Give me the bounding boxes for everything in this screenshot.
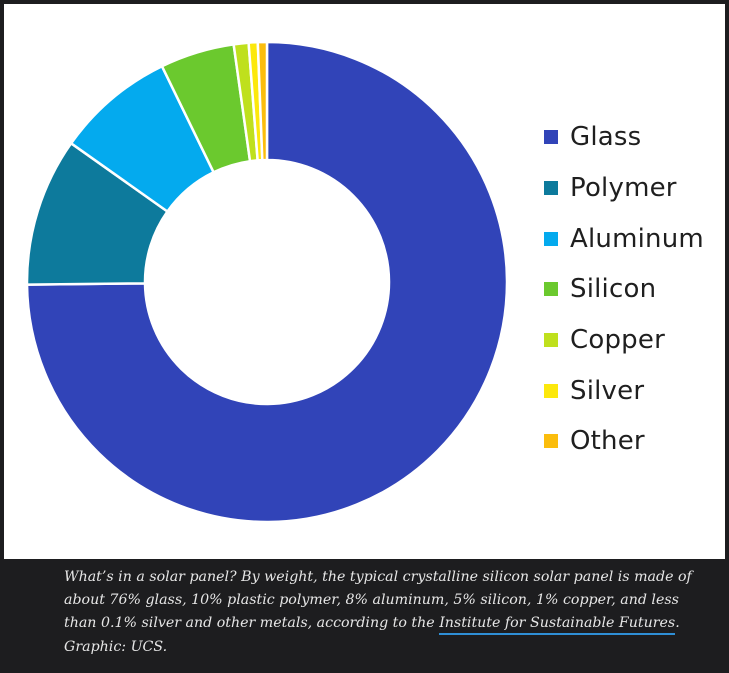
legend-item-glass: Glass [544, 112, 724, 163]
chart-panel: Glass Polymer Aluminum Silicon Copper Silver O… [4, 4, 725, 559]
source-link[interactable]: Institute for Sustainable Futures [439, 615, 676, 636]
legend-swatch [544, 231, 558, 246]
legend-label: Silver [570, 375, 645, 406]
legend-item-other: Other [544, 416, 724, 467]
legend-item-aluminum: Aluminum [544, 213, 724, 264]
slice-other [256, 40, 269, 162]
legend-item-polymer: Polymer [544, 163, 724, 214]
legend-item-silver: Silver [544, 365, 724, 416]
legend-item-silicon: Silicon [544, 264, 724, 315]
legend: Glass Polymer Aluminum Silicon Copper Silver O… [544, 112, 724, 467]
legend-label: Copper [570, 325, 665, 356]
donut-chart [25, 40, 509, 524]
legend-swatch [544, 383, 558, 398]
caption: What’s in a solar panel? By weight, the … [64, 566, 704, 659]
legend-label: Other [570, 426, 645, 457]
legend-swatch [544, 181, 558, 196]
legend-swatch [544, 333, 558, 348]
legend-label: Glass [570, 122, 642, 153]
legend-swatch [544, 282, 558, 297]
legend-swatch [544, 434, 558, 449]
legend-label: Polymer [570, 173, 677, 204]
legend-label: Silicon [570, 274, 657, 305]
legend-swatch [544, 130, 558, 145]
legend-label: Aluminum [570, 223, 704, 254]
slice-glass [25, 40, 509, 524]
caption-text: What’s in a solar panel? By weight, the … [64, 569, 692, 632]
legend-item-copper: Copper [544, 315, 724, 366]
caption-credit: . Graphic: UCS. [64, 615, 680, 655]
